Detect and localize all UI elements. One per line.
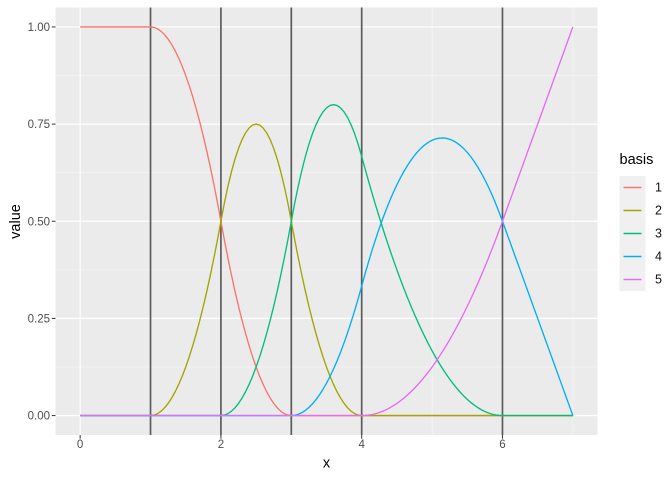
legend-item: 4 (619, 245, 662, 268)
x-tick-label: 2 (218, 439, 224, 451)
x-axis: 0 2 4 6 (77, 435, 506, 451)
legend-item-label: 1 (655, 181, 662, 195)
y-axis: 0.00 0.25 0.50 0.75 1.00 (28, 22, 56, 423)
legend-item: 3 (619, 222, 662, 245)
y-axis-title: value (8, 204, 24, 239)
legend-item: 2 (619, 199, 662, 222)
y-tick-label: 1.00 (28, 22, 50, 34)
legend-items: 1 2 3 4 5 (619, 176, 662, 291)
legend-item-label: 2 (655, 204, 662, 218)
y-tick-label: 0.25 (28, 313, 50, 325)
x-tick-label: 4 (358, 439, 365, 451)
x-tick-label: 0 (77, 439, 83, 451)
legend-item: 5 (619, 268, 662, 291)
legend-item: 1 (619, 176, 662, 199)
legend-title: basis (620, 152, 654, 168)
y-tick-label: 0.75 (28, 119, 50, 131)
y-tick-label: 0.50 (28, 216, 50, 228)
x-axis-title: x (323, 456, 331, 472)
legend: basis 1 2 3 4 5 (619, 152, 662, 291)
legend-item-label: 5 (655, 273, 662, 287)
legend-item-label: 4 (655, 250, 662, 264)
basis-curve-2 (80, 123, 573, 417)
legend-item-label: 3 (655, 227, 662, 241)
basis-curve-5 (80, 26, 574, 417)
x-tick-label: 6 (499, 439, 505, 451)
basis-curves (80, 26, 574, 417)
y-tick-label: 0.00 (28, 411, 50, 423)
